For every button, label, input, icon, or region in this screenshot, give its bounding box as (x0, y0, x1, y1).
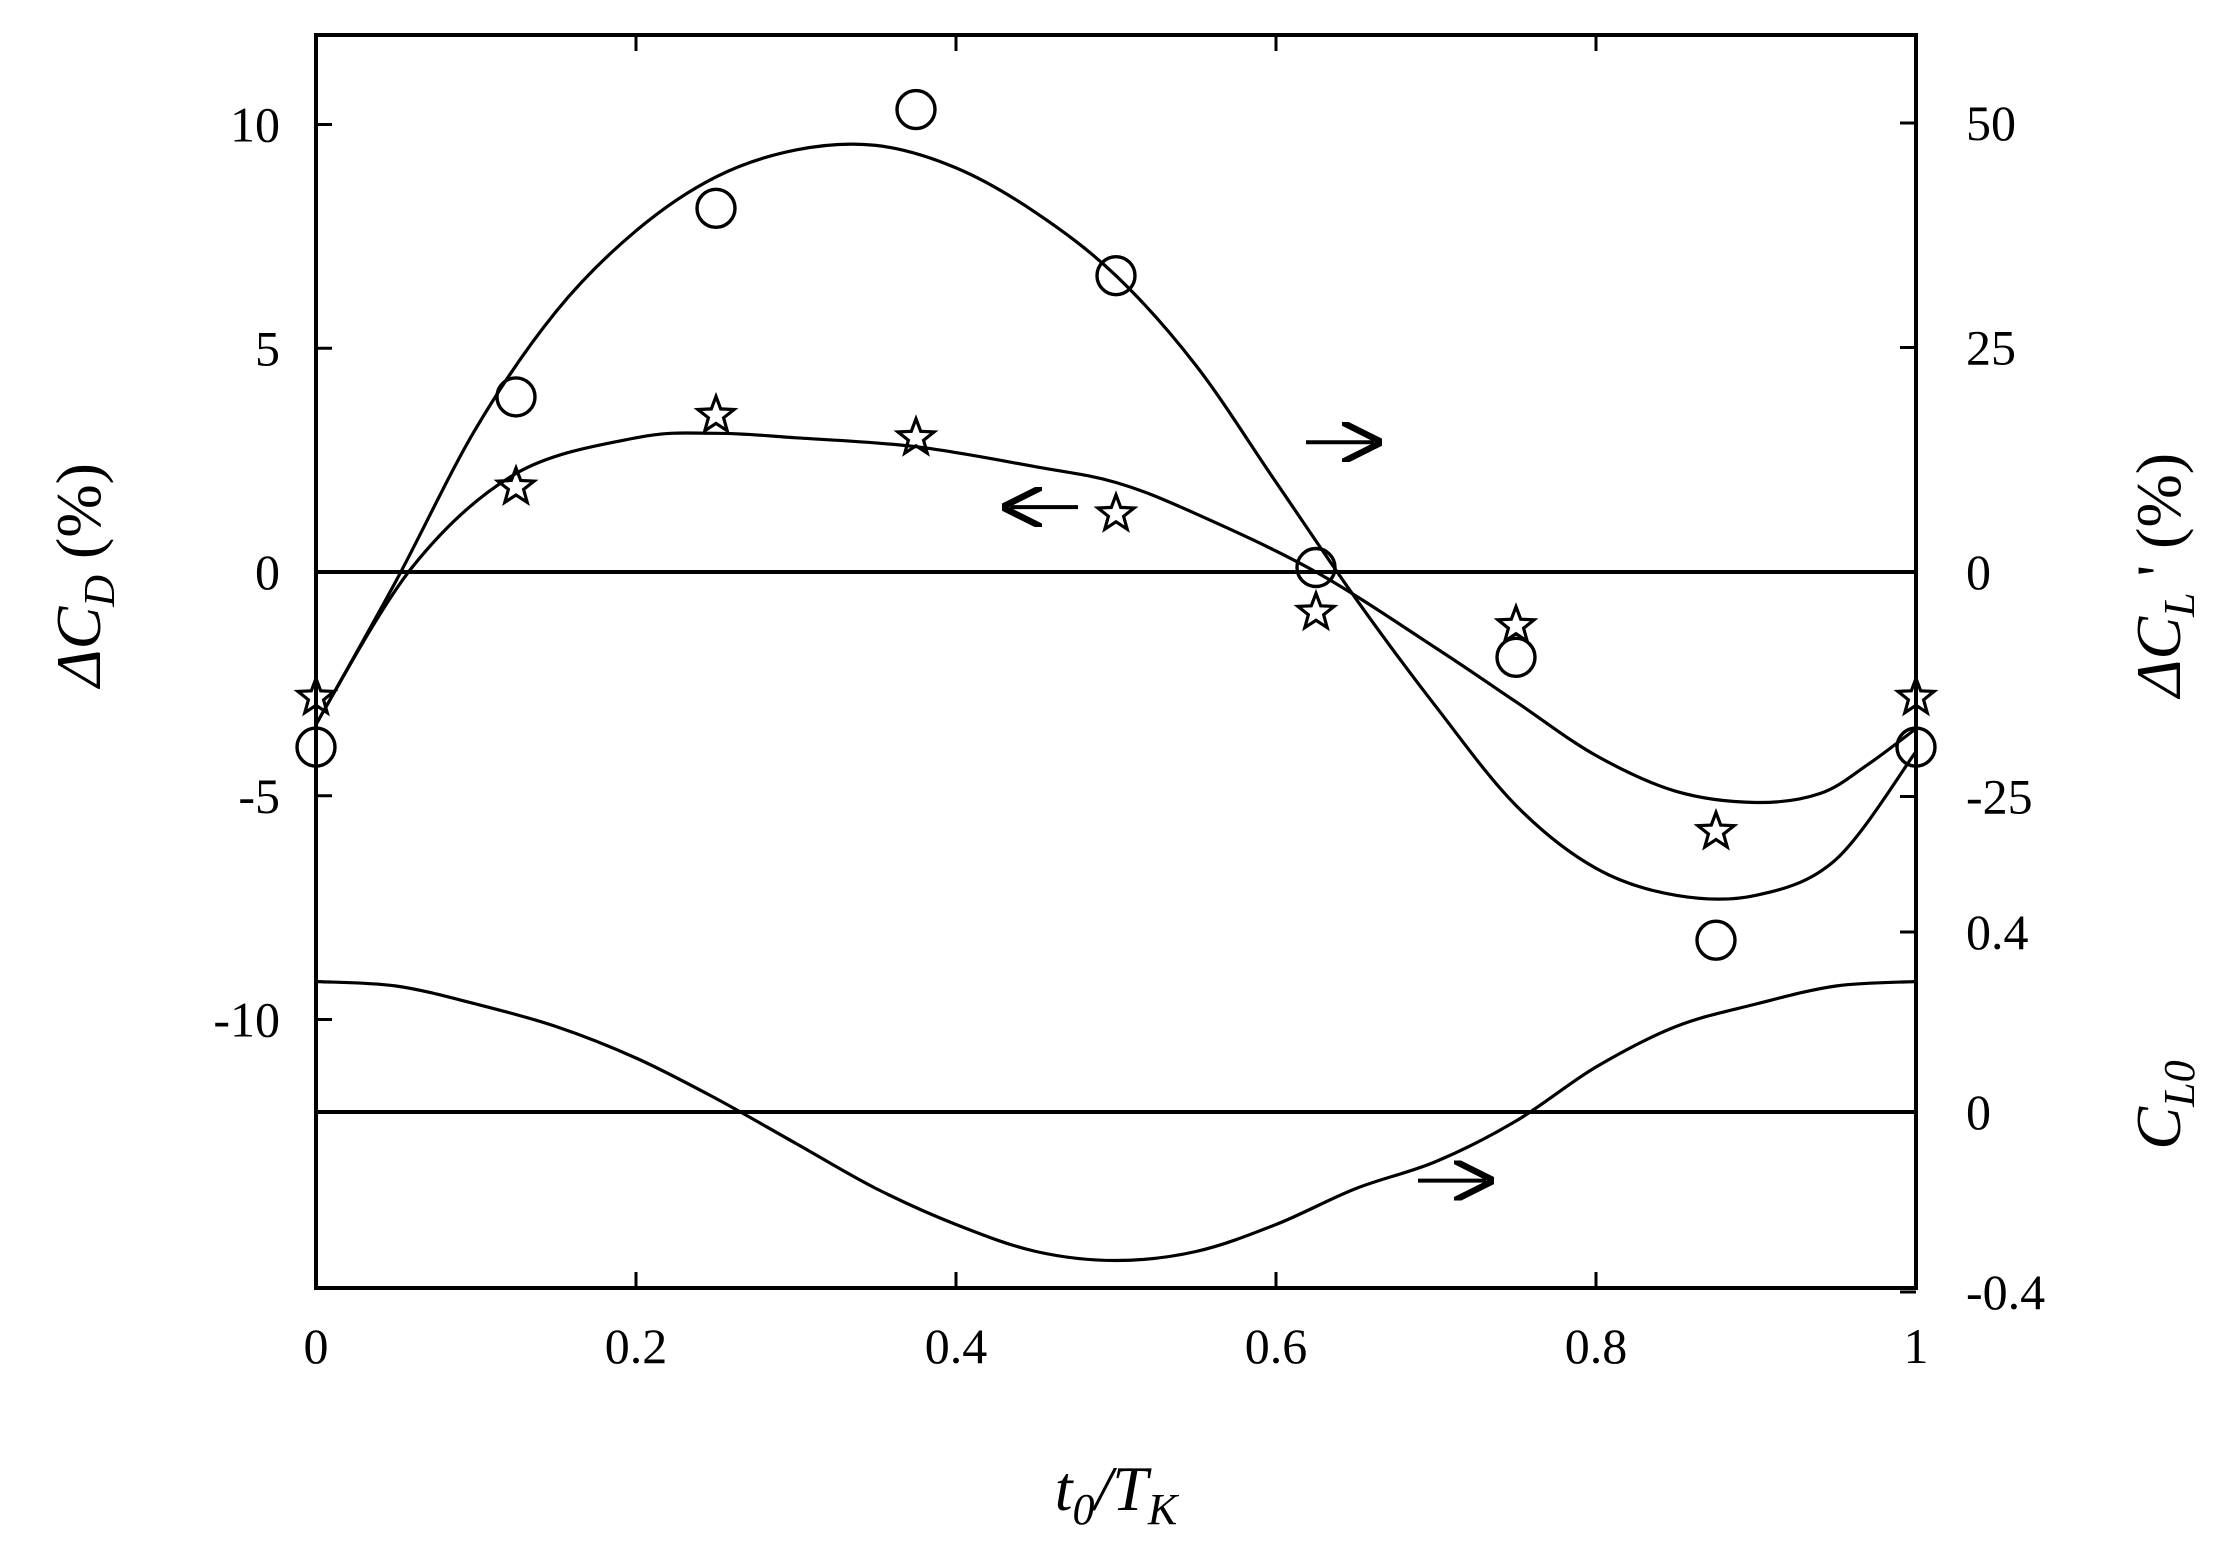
axis-ticks (314, 35, 1918, 1294)
right-upper-tick-label: -25 (1966, 769, 2033, 825)
circle-marker (295, 726, 337, 768)
right-axis-lower-title: CL0 (2123, 1060, 2204, 1149)
star-marker (1893, 673, 1939, 717)
direction-arrows (1010, 442, 1486, 1180)
data-markers (293, 88, 1939, 961)
left-tick-label: 5 (255, 320, 280, 376)
right-axis-upper-title: ΔCL ' (%) (2123, 453, 2204, 700)
x-tick-label: 0.6 (1245, 1318, 1308, 1374)
star-marker (693, 391, 739, 435)
star-marker (1293, 588, 1339, 632)
circle-marker (695, 187, 737, 230)
star-marker (1493, 602, 1539, 645)
tick-labels: 0 0.2 0.4 0.6 0.8 1 -10 -5 0 5 10 -25 0 25 50 -0.4 0 0.4 (213, 95, 2045, 1374)
fit-curve-circle (314, 142, 1918, 901)
left-tick-label: 10 (230, 97, 280, 153)
star-marker (893, 414, 939, 457)
right-upper-tick-label: 0 (1966, 544, 1991, 600)
left-tick-label: -5 (238, 768, 280, 824)
left-tick-label: 0 (255, 544, 280, 600)
x-tick-label: 0.2 (605, 1318, 668, 1374)
circle-marker (495, 376, 537, 418)
x-tick-label: 0.8 (1565, 1318, 1628, 1374)
reference-lines (316, 570, 1916, 1114)
x-tick-label: 1 (1904, 1318, 1929, 1374)
star-marker (1093, 490, 1139, 533)
x-tick-label: 0.4 (925, 1318, 988, 1374)
fit-curve-star (314, 431, 1917, 805)
star-marker (493, 463, 539, 506)
left-axis-title: ΔCD (%) (43, 463, 124, 690)
fit-curves (314, 142, 1918, 1263)
circle-marker (1295, 546, 1337, 589)
circle-marker (1495, 636, 1537, 679)
right-upper-tick-label: 25 (1966, 320, 2016, 376)
x-tick-label: 0 (304, 1318, 329, 1374)
right-lower-tick-label: 0.4 (1966, 904, 2029, 960)
x-axis-title: t0/TK (1055, 1453, 1180, 1534)
circle-marker (1695, 919, 1737, 961)
right-lower-tick-label: -0.4 (1966, 1264, 2045, 1320)
circle-marker (1895, 726, 1937, 768)
right-lower-tick-label: 0 (1966, 1084, 1991, 1140)
right-upper-tick-label: 50 (1966, 95, 2016, 151)
circle-marker (1095, 254, 1137, 297)
star-marker (293, 673, 339, 717)
fit-curve-cl0 (315, 979, 1917, 1263)
star-marker (1693, 807, 1739, 851)
plot-frame (314, 33, 1918, 1290)
circle-marker (895, 88, 937, 131)
left-tick-label: -10 (213, 992, 280, 1048)
